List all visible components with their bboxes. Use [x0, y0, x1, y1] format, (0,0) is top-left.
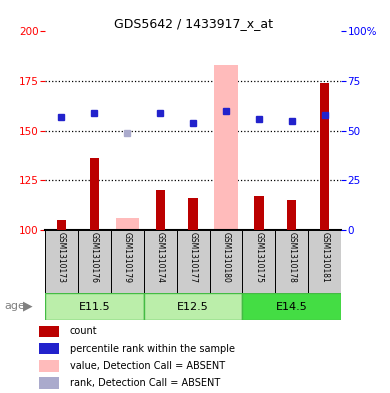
Bar: [254, 196, 264, 230]
Text: count: count: [70, 327, 98, 336]
Text: GSM1310174: GSM1310174: [156, 232, 165, 283]
Text: GSM1310177: GSM1310177: [188, 232, 198, 283]
Bar: [177, 230, 209, 293]
Text: GSM1310175: GSM1310175: [254, 232, 263, 283]
Text: age: age: [4, 301, 25, 311]
Bar: [275, 230, 308, 293]
Bar: [116, 218, 139, 230]
Text: value, Detection Call = ABSENT: value, Detection Call = ABSENT: [70, 361, 225, 371]
Bar: [144, 293, 243, 320]
Text: GSM1310178: GSM1310178: [287, 232, 296, 283]
Bar: [57, 220, 66, 230]
Bar: [243, 293, 341, 320]
Text: E11.5: E11.5: [78, 301, 110, 312]
Title: GDS5642 / 1433917_x_at: GDS5642 / 1433917_x_at: [113, 17, 273, 30]
Bar: [45, 293, 144, 320]
Text: GSM1310176: GSM1310176: [90, 232, 99, 283]
Text: E12.5: E12.5: [177, 301, 209, 312]
Bar: [39, 360, 59, 372]
Bar: [156, 190, 165, 230]
Text: E14.5: E14.5: [276, 301, 308, 312]
Bar: [39, 377, 59, 389]
Bar: [39, 343, 59, 354]
Text: GSM1310181: GSM1310181: [320, 232, 329, 283]
Text: GSM1310179: GSM1310179: [123, 232, 132, 283]
Bar: [111, 230, 144, 293]
Bar: [215, 65, 238, 230]
Bar: [209, 230, 243, 293]
Bar: [78, 230, 111, 293]
Text: ▶: ▶: [23, 299, 32, 313]
Bar: [144, 230, 177, 293]
Text: GSM1310180: GSM1310180: [222, 232, 230, 283]
Text: rank, Detection Call = ABSENT: rank, Detection Call = ABSENT: [70, 378, 220, 388]
Bar: [39, 325, 59, 337]
Bar: [188, 198, 198, 230]
Bar: [45, 230, 78, 293]
Bar: [90, 158, 99, 230]
Text: GSM1310173: GSM1310173: [57, 232, 66, 283]
Bar: [308, 230, 341, 293]
Bar: [243, 230, 275, 293]
Text: percentile rank within the sample: percentile rank within the sample: [70, 343, 235, 354]
Bar: [320, 83, 330, 230]
Bar: [287, 200, 296, 230]
